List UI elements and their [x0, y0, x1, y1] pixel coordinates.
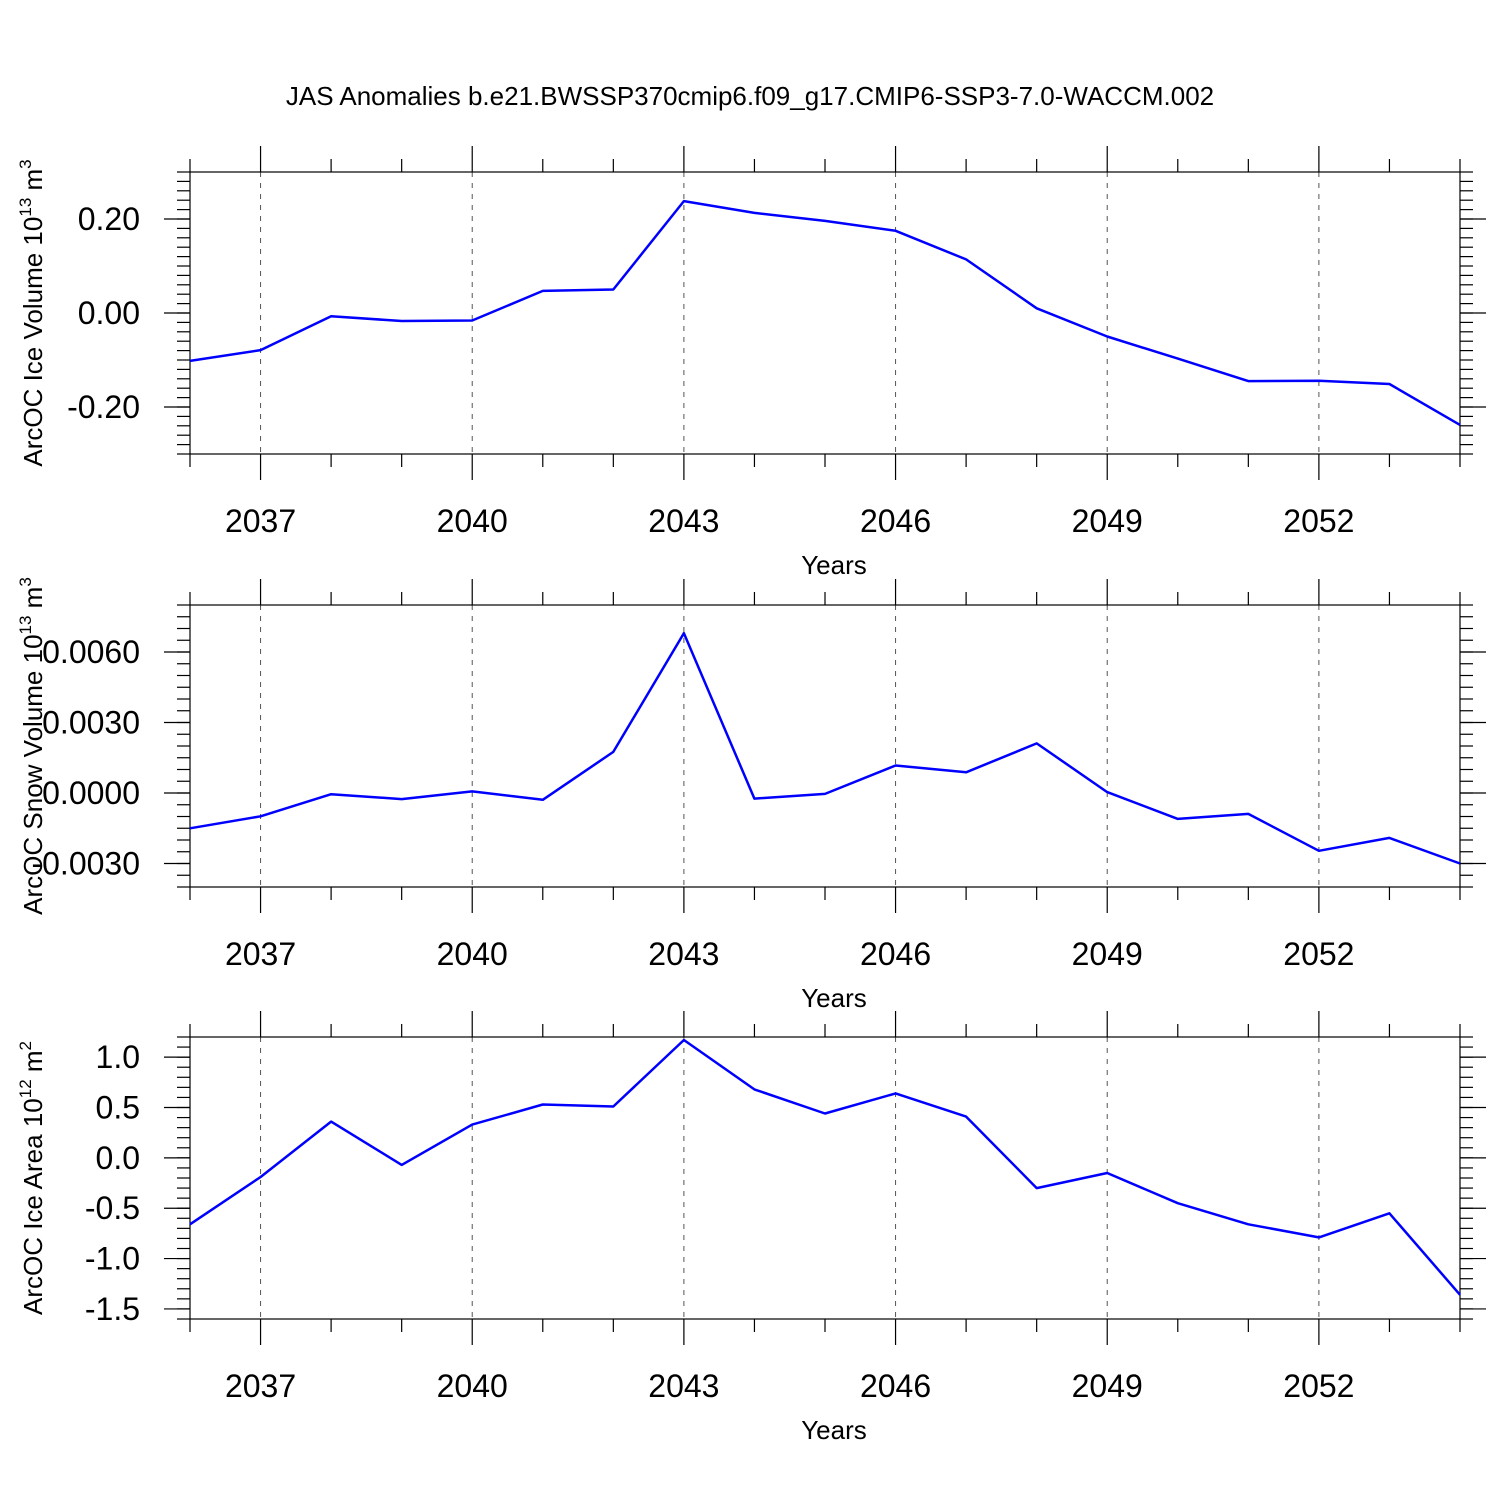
plot-frame [189, 604, 1461, 888]
chart-panel-1: 2037 2040 2043 2046 2049 2052 Years -0.20 0.00 0.… [16, 146, 1486, 580]
x-tick-label: 2043 [648, 503, 719, 539]
x-tick-label: 2052 [1283, 936, 1354, 972]
y-tick-label: 0.0030 [42, 705, 140, 741]
y-axis-title-text: ArcOC Ice Volume 10 [18, 217, 48, 467]
x-tick-label: 2052 [1283, 1368, 1354, 1404]
x-axis-title: Years [801, 983, 867, 1013]
y-tick-label: -1.0 [85, 1241, 140, 1277]
chart-title: JAS Anomalies b.e21.BWSSP370cmip6.f09_g1… [286, 81, 1214, 111]
x-tick-label: 2049 [1072, 1368, 1143, 1404]
series-line [189, 631, 1461, 865]
y-axis-title-superscript: 13 [16, 198, 35, 217]
y-axis-title-text: ArcOC Ice Area 10 [18, 1098, 48, 1315]
y-axis-title: ArcOC Snow Volume 1013 m3 [16, 577, 48, 915]
x-tick-label: 2037 [225, 936, 296, 972]
y-tick-label: 1.0 [96, 1039, 140, 1075]
y-tick-label: 0.0060 [42, 634, 140, 670]
y-axis-title-superscript: 2 [16, 1041, 35, 1050]
x-axis-title: Years [801, 550, 867, 580]
y-axis-title-superscript: 12 [16, 1079, 35, 1098]
y-axis-title: ArcOC Ice Volume 1013 m3 [16, 159, 48, 466]
x-tick-label: 2040 [437, 936, 508, 972]
series-line [189, 1038, 1461, 1296]
chart-panel-2: 2037 2040 2043 2046 2049 2052 Years -0.0030 0.00… [16, 577, 1486, 1013]
y-axis-title: ArcOC Ice Area 1012 m2 [16, 1041, 48, 1315]
series-line [189, 199, 1461, 426]
x-tick-label: 2052 [1283, 503, 1354, 539]
y-tick-label: -0.5 [85, 1190, 140, 1226]
x-tick-label: 2043 [648, 936, 719, 972]
y-tick-label: -0.0030 [31, 846, 140, 882]
x-tick-label: 2037 [225, 1368, 296, 1404]
y-axis-title-superscript: 3 [16, 159, 35, 168]
plot-frame [189, 1036, 1461, 1320]
x-tick-label: 2040 [437, 1368, 508, 1404]
y-tick-label: 0.0000 [42, 775, 140, 811]
x-tick-label: 2037 [225, 503, 296, 539]
chart-panel-3: 2037 2040 2043 2046 2049 2052 Years -1.5 -1.0 -0.… [16, 1011, 1486, 1445]
x-tick-label: 2046 [860, 503, 931, 539]
x-tick-label: 2046 [860, 1368, 931, 1404]
x-tick-label: 2049 [1072, 503, 1143, 539]
y-axis-title-text: m [18, 1050, 48, 1079]
y-axis-title-text: ArcOC Snow Volume 10 [18, 634, 48, 914]
y-tick-label: -0.20 [67, 389, 140, 425]
y-tick-label: 0.5 [96, 1090, 140, 1126]
y-axis-title-text: m [18, 169, 48, 198]
y-axis-title-superscript: 13 [16, 616, 35, 635]
x-tick-label: 2043 [648, 1368, 719, 1404]
y-axis-title-text: m [18, 587, 48, 616]
y-tick-label: 0.00 [78, 295, 140, 331]
x-tick-label: 2040 [437, 503, 508, 539]
x-axis-title: Years [801, 1415, 867, 1445]
y-tick-label: 0.20 [78, 201, 140, 237]
x-tick-label: 2046 [860, 936, 931, 972]
y-tick-label: -1.5 [85, 1291, 140, 1327]
x-tick-label: 2049 [1072, 936, 1143, 972]
y-axis-title-superscript: 3 [16, 577, 35, 586]
y-tick-label: 0.0 [96, 1140, 140, 1176]
plot-frame [189, 171, 1461, 455]
